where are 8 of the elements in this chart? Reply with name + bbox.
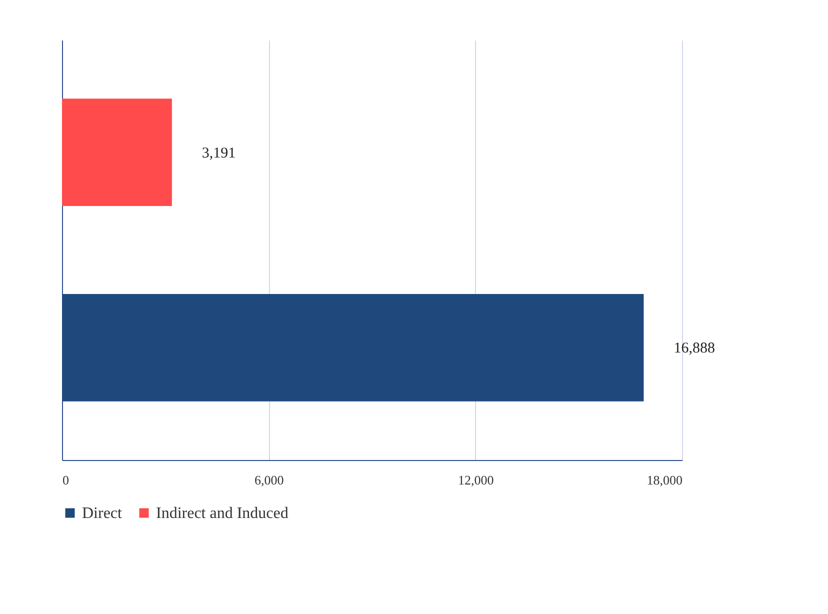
x-tick-label: 12,000 (458, 472, 494, 488)
x-tick-label: 18,000 (646, 472, 682, 488)
x-tick-label: 6,000 (254, 472, 284, 488)
legend-label: Direct (82, 505, 123, 522)
x-tick-label: 0 (62, 472, 69, 488)
legend-label: Indirect and Induced (156, 505, 288, 522)
data-label: 3,191 (202, 145, 236, 162)
data-label: 16,888 (674, 340, 715, 357)
